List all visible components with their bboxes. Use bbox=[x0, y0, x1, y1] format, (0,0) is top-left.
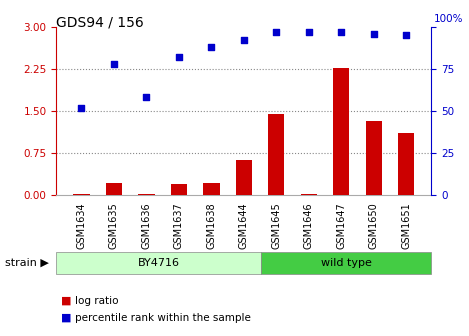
Point bbox=[272, 29, 280, 35]
Text: wild type: wild type bbox=[321, 258, 371, 268]
Point bbox=[143, 95, 150, 100]
Text: GDS94 / 156: GDS94 / 156 bbox=[56, 15, 144, 29]
Bar bbox=[333, 68, 349, 195]
Text: log ratio: log ratio bbox=[75, 296, 119, 306]
Bar bbox=[236, 160, 252, 195]
Text: strain ▶: strain ▶ bbox=[5, 258, 49, 268]
Point bbox=[338, 29, 345, 35]
Point bbox=[78, 105, 85, 110]
Bar bbox=[138, 194, 155, 195]
Bar bbox=[171, 184, 187, 195]
Bar bbox=[106, 182, 122, 195]
Point bbox=[175, 54, 182, 60]
Point bbox=[110, 61, 118, 67]
Point bbox=[240, 38, 248, 43]
Text: BY4716: BY4716 bbox=[137, 258, 180, 268]
Bar bbox=[203, 182, 219, 195]
Text: ■: ■ bbox=[61, 296, 71, 306]
Bar bbox=[268, 114, 285, 195]
Bar bbox=[73, 194, 90, 195]
Bar bbox=[366, 121, 382, 195]
Point bbox=[208, 44, 215, 50]
Text: 100%: 100% bbox=[434, 14, 464, 24]
Point bbox=[370, 31, 378, 36]
Bar bbox=[301, 194, 317, 195]
Text: ■: ■ bbox=[61, 312, 71, 323]
Text: percentile rank within the sample: percentile rank within the sample bbox=[75, 312, 251, 323]
Bar bbox=[398, 133, 415, 195]
Point bbox=[402, 33, 410, 38]
Point bbox=[305, 29, 313, 35]
